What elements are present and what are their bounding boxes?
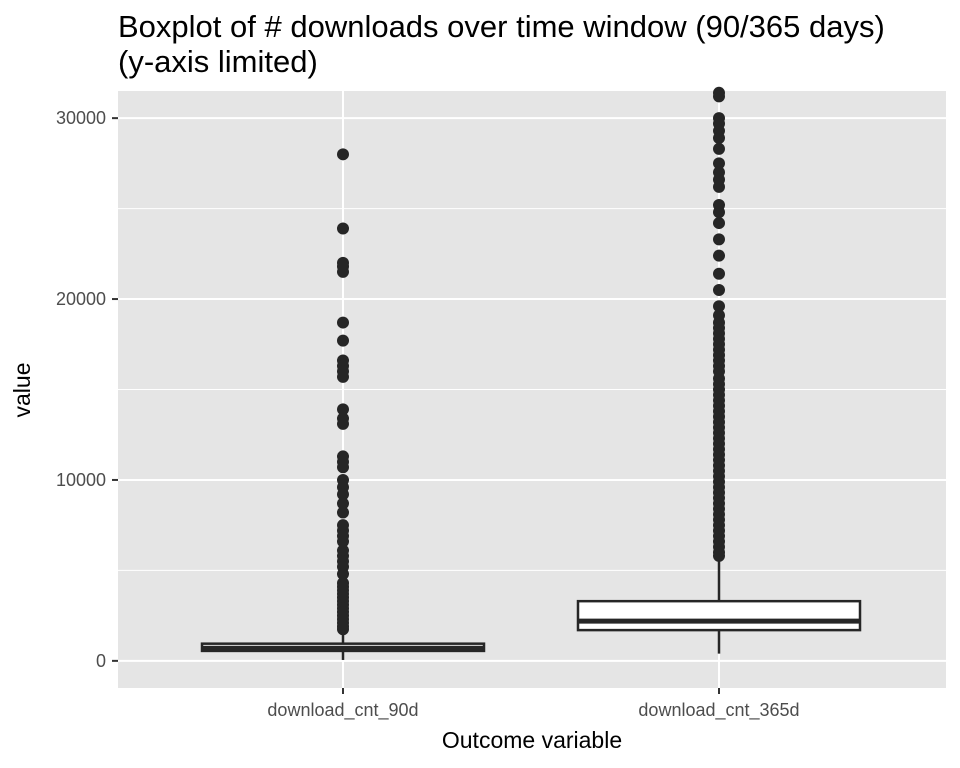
outlier-point [713,267,725,280]
outlier-point [713,233,725,246]
outlier-point [337,417,349,430]
y-tick-label: 20000 [56,289,106,309]
outlier-point [337,334,349,347]
chart-title-line-2: (y-axis limited) [118,44,318,79]
chart-title-line-1: Boxplot of # downloads over time window … [118,9,885,44]
boxes [200,557,862,660]
outlier-point [337,370,349,383]
outlier-point [337,623,349,636]
outlier-point [337,222,349,235]
outlier-point [713,132,725,145]
outlier-point [337,535,349,548]
y-tick-label: 30000 [56,108,106,128]
y-axis-title: value [9,363,35,418]
y-tick-label: 0 [96,651,106,671]
x-tick-label: download_cnt_90d [267,700,418,721]
outlier-point [713,284,725,296]
box-iqr [576,599,862,632]
outlier-point [337,488,349,501]
outlier-point [337,316,349,329]
outlier-point [337,148,349,161]
outlier-point [713,206,725,219]
outlier-point [713,90,725,103]
outlier-point [713,300,725,313]
x-axis-ticks: download_cnt_90d download_cnt_365d [267,688,800,721]
outlier-point [713,142,725,155]
x-axis-title: Outcome variable [442,727,622,753]
outlier-points [337,86,725,636]
outlier-point [337,568,349,581]
outlier-point [337,265,349,278]
outlier-point [713,157,725,170]
outlier-point [337,461,349,474]
outlier-point [337,403,349,416]
outlier-point [713,180,725,193]
outlier-point [337,506,349,519]
outlier-point [713,549,725,562]
x-tick-label: download_cnt_365d [638,700,799,721]
y-axis-ticks: 0 10000 20000 30000 [56,108,118,671]
y-tick-label: 10000 [56,470,106,490]
outlier-point [337,497,349,510]
outlier-point [713,217,725,230]
outlier-point [713,249,725,262]
